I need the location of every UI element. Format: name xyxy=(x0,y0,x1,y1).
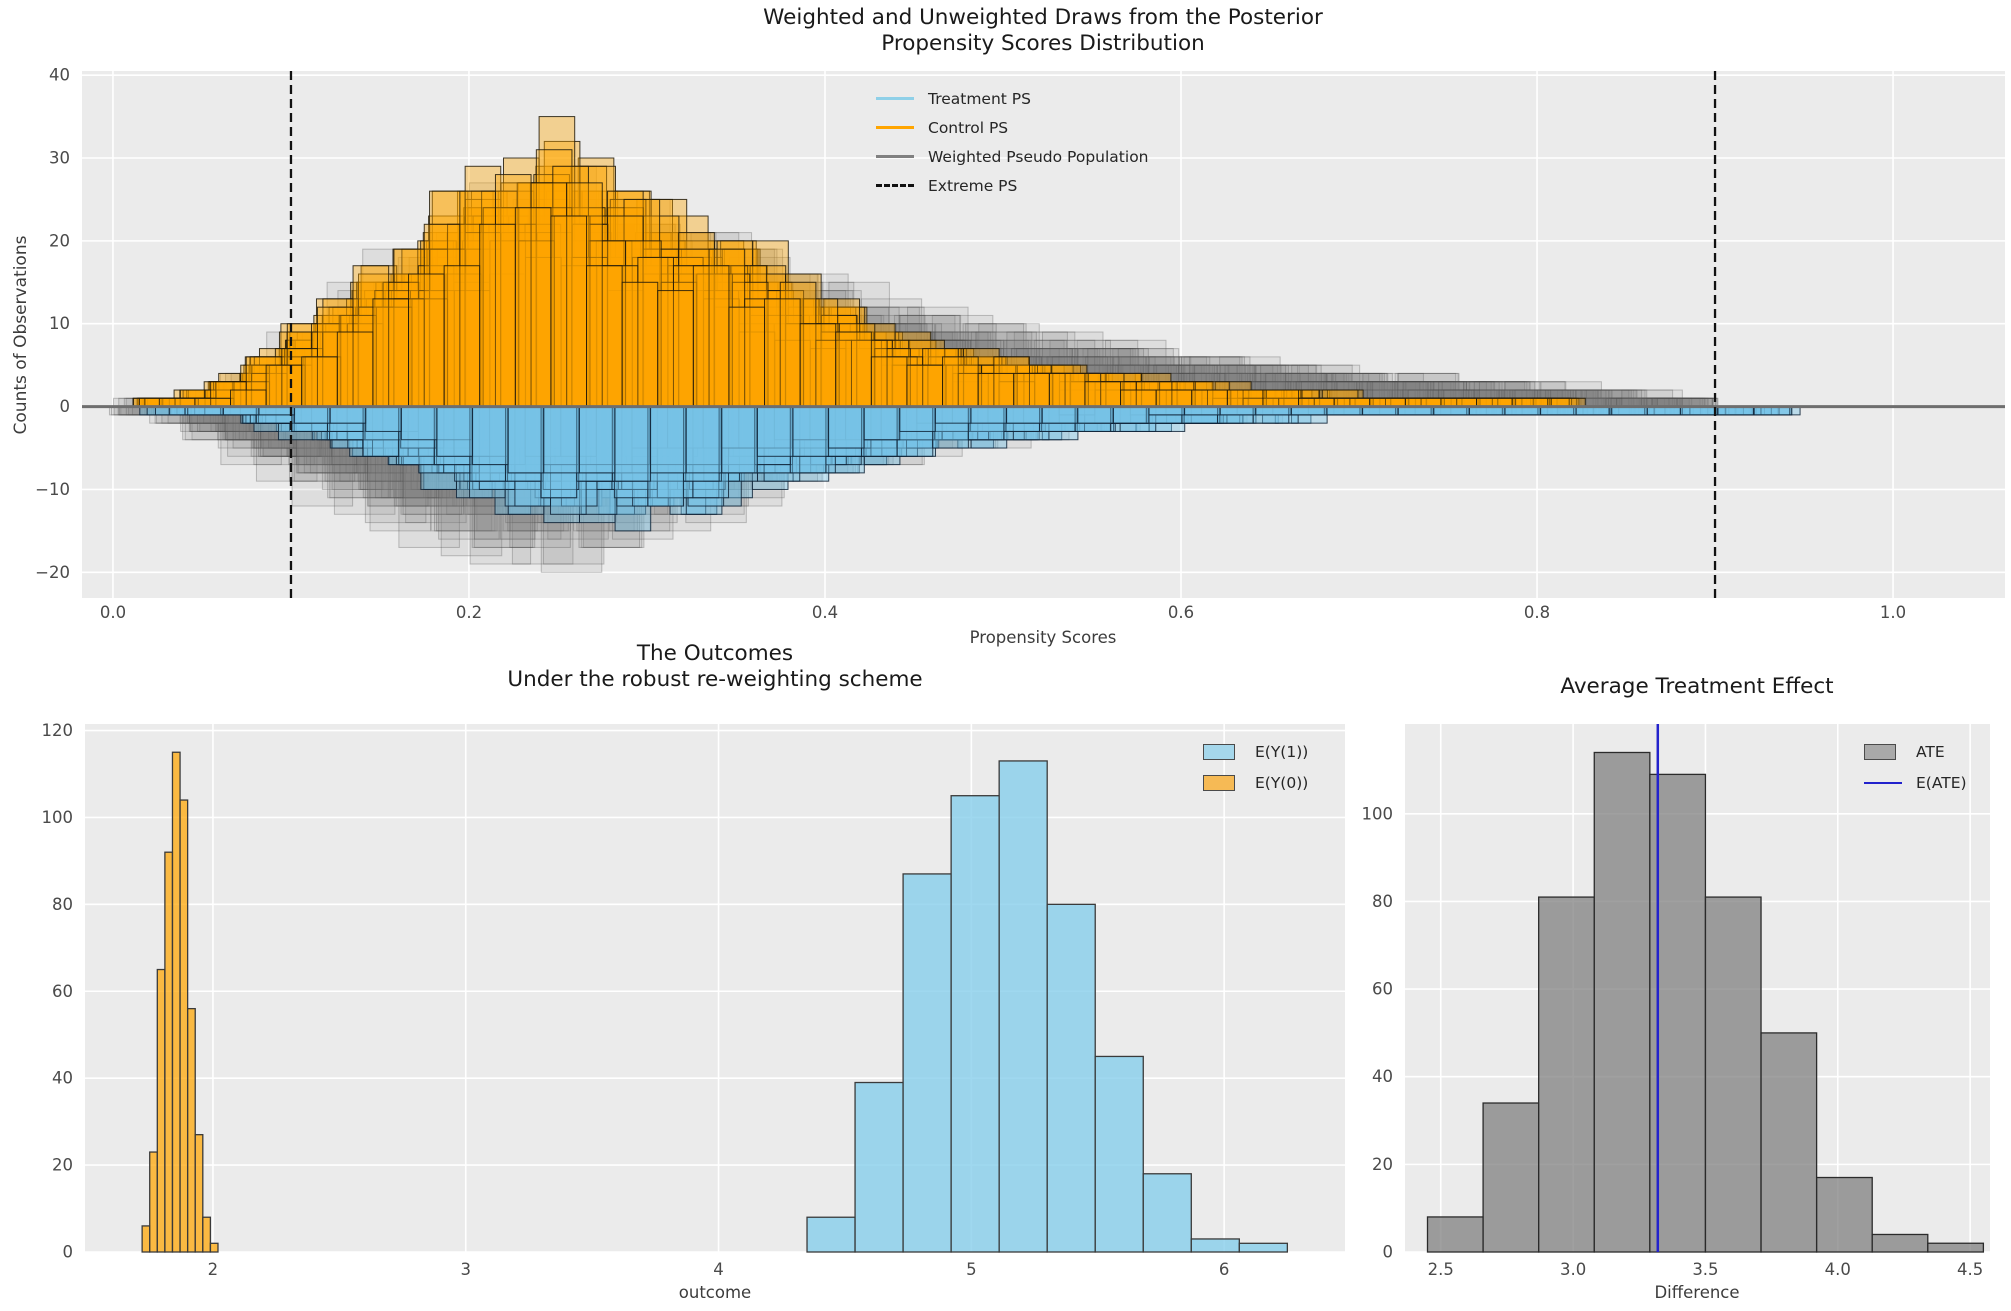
legend-label: Treatment PS xyxy=(928,89,1031,108)
svg-text:40: 40 xyxy=(52,1069,73,1088)
outcomes-xlabel: outcome xyxy=(678,1283,752,1302)
svg-text:120: 120 xyxy=(42,721,74,740)
svg-text:10: 10 xyxy=(49,314,70,333)
svg-text:0.0: 0.0 xyxy=(100,603,126,622)
ey0-box-icon xyxy=(1203,774,1235,791)
control-ps-line-icon xyxy=(876,126,914,129)
svg-text:80: 80 xyxy=(52,895,73,914)
top-chart-title-line2: Propensity Scores Distribution xyxy=(881,31,1205,56)
svg-text:2: 2 xyxy=(208,1260,219,1279)
svg-text:0.2: 0.2 xyxy=(456,603,482,622)
svg-text:2.5: 2.5 xyxy=(1428,1260,1454,1279)
legend-item-ey1: E(Y(1)) xyxy=(1203,736,1308,767)
ate-title: Average Treatment Effect xyxy=(1560,674,1834,699)
legend-label: Extreme PS xyxy=(928,176,1018,195)
svg-text:0.8: 0.8 xyxy=(1524,603,1550,622)
ate-legend: ATE E(ATE) xyxy=(1864,736,1967,798)
legend-label: E(Y(1)) xyxy=(1255,742,1309,761)
svg-text:−20: −20 xyxy=(35,563,70,582)
weighted-line-icon xyxy=(876,155,914,158)
svg-text:100: 100 xyxy=(42,808,74,827)
svg-text:20: 20 xyxy=(49,231,70,250)
legend-label: E(Y(0)) xyxy=(1255,773,1309,792)
top-chart-legend: Treatment PS Control PS Weighted Pseudo … xyxy=(876,84,1149,200)
legend-item-control-ps: Control PS xyxy=(876,113,1149,142)
ate-xlabel: Difference xyxy=(1654,1283,1740,1302)
extreme-ps-dashed-line-icon xyxy=(876,184,914,187)
ate-box-icon xyxy=(1864,743,1896,760)
svg-text:40: 40 xyxy=(1372,1067,1393,1086)
svg-text:3.0: 3.0 xyxy=(1560,1260,1586,1279)
top-chart-ylabel: Counts of Observations xyxy=(11,235,31,435)
svg-text:4.5: 4.5 xyxy=(1957,1260,1983,1279)
legend-item-extreme-ps: Extreme PS xyxy=(876,171,1149,200)
svg-text:3: 3 xyxy=(460,1260,471,1279)
svg-text:0.6: 0.6 xyxy=(1168,603,1194,622)
svg-text:20: 20 xyxy=(52,1156,73,1175)
svg-text:6: 6 xyxy=(1219,1260,1230,1279)
legend-item-weighted-pseudo-population: Weighted Pseudo Population xyxy=(876,142,1149,171)
svg-text:60: 60 xyxy=(1372,980,1393,999)
outcomes-title-line2: Under the robust re-weighting scheme xyxy=(507,667,923,692)
svg-text:0: 0 xyxy=(1383,1243,1394,1262)
svg-text:60: 60 xyxy=(52,982,73,1001)
legend-item-ey0: E(Y(0)) xyxy=(1203,767,1308,798)
svg-text:40: 40 xyxy=(49,66,70,85)
svg-text:20: 20 xyxy=(1372,1155,1393,1174)
legend-item-treatment-ps: Treatment PS xyxy=(876,84,1149,113)
top-chart-title-line1: Weighted and Unweighted Draws from the P… xyxy=(763,5,1323,30)
legend-label: Weighted Pseudo Population xyxy=(928,147,1149,166)
svg-text:80: 80 xyxy=(1372,892,1393,911)
outcomes-title-line1: The Outcomes xyxy=(636,641,794,666)
e-ate-line-icon xyxy=(1864,781,1902,784)
svg-text:4.0: 4.0 xyxy=(1825,1260,1851,1279)
legend-item-e-ate: E(ATE) xyxy=(1864,767,1967,798)
svg-text:30: 30 xyxy=(49,149,70,168)
svg-text:5: 5 xyxy=(966,1260,977,1279)
outcomes-legend: E(Y(1)) E(Y(0)) xyxy=(1203,736,1308,798)
legend-label: E(ATE) xyxy=(1916,773,1967,792)
svg-text:1.0: 1.0 xyxy=(1880,603,1906,622)
svg-text:3.5: 3.5 xyxy=(1692,1260,1718,1279)
legend-label: ATE xyxy=(1916,742,1945,761)
svg-text:4: 4 xyxy=(713,1260,724,1279)
treatment-ps-line-icon xyxy=(876,97,914,100)
svg-text:0: 0 xyxy=(60,397,71,416)
svg-text:100: 100 xyxy=(1362,804,1394,823)
legend-item-ate: ATE xyxy=(1864,736,1967,767)
top-chart-xlabel: Propensity Scores xyxy=(969,628,1117,647)
ey1-box-icon xyxy=(1203,743,1235,760)
legend-label: Control PS xyxy=(928,118,1009,137)
svg-text:0.4: 0.4 xyxy=(812,603,838,622)
svg-text:0: 0 xyxy=(63,1243,74,1262)
svg-text:−10: −10 xyxy=(35,480,70,499)
